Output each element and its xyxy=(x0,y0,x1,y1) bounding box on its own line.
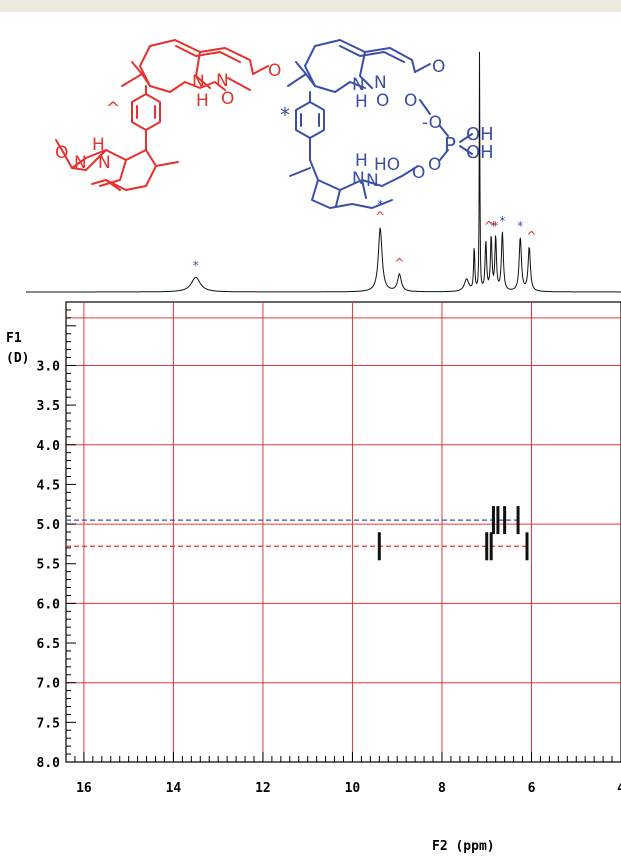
plot-frame xyxy=(65,301,621,763)
grid-lines xyxy=(66,302,621,762)
red-peak-marker: * xyxy=(493,219,499,233)
red-cross-peak xyxy=(485,532,489,561)
blue-cross-peak xyxy=(516,506,520,535)
blue-atom-n-top: N xyxy=(352,75,365,95)
x-tick-label: 8 xyxy=(438,781,446,796)
y-tick-label: 8.0 xyxy=(37,756,61,771)
blue-atom-o-ald2: O xyxy=(412,163,425,183)
x-tick-label: 6 xyxy=(528,781,536,796)
spectrum-trace xyxy=(26,51,621,293)
x-tick-label: 10 xyxy=(345,781,361,796)
blue-atom-h-bot: H xyxy=(355,151,368,171)
red-atom-o-ald: O xyxy=(268,61,281,81)
red-peak-marker: ^ xyxy=(394,256,404,270)
y-tick-label: 5.0 xyxy=(37,518,61,533)
blue-atom-n-bot: N xyxy=(352,169,365,189)
blue-atom-o-neg: -O xyxy=(422,113,442,133)
red-cross-peak xyxy=(377,532,381,561)
blue-marker-star: * xyxy=(280,103,290,127)
y-tick-label: 3.5 xyxy=(37,399,60,414)
y-axis-label-f1: F1 xyxy=(6,331,22,346)
blue-peak-marker: * xyxy=(193,258,199,272)
red-macrocycle-structure xyxy=(55,39,269,191)
red-atom-o-ald2: O xyxy=(55,143,68,163)
x-tick-label: 4 xyxy=(617,781,621,796)
y-tick-label: 7.5 xyxy=(37,716,60,731)
blue-peak-marker: * xyxy=(377,197,383,211)
blue-structure-labels: N H N O O O -O P OH OH O H N HO O N * xyxy=(280,57,494,191)
1d-spectrum: *^*^^** * *^ xyxy=(26,51,621,293)
y-tick-label: 6.0 xyxy=(37,597,61,612)
blue-atom-o-low: O xyxy=(428,155,441,175)
blue-cross-peak xyxy=(496,506,500,535)
top-strip xyxy=(0,0,621,12)
blue-peak-marker: * xyxy=(490,219,496,233)
red-atom-h-bot: H xyxy=(92,135,105,155)
blue-atom-p: P xyxy=(444,133,456,157)
x-axis-ticks: 16 14 12 10 8 6 4 xyxy=(65,752,621,796)
2d-plot: 3.0 3.5 4.0 4.5 5.0 5.5 6.0 6.5 7.0 7.5 8.0 16 14 12… xyxy=(37,301,621,796)
red-peak-marker: ^ xyxy=(375,209,385,223)
red-marker-caret: ^ xyxy=(106,99,120,119)
blue-atom-o-mid: O xyxy=(404,91,417,111)
blue-atom-h-top: H xyxy=(355,92,368,112)
y-tick-label: 4.5 xyxy=(37,478,60,493)
red-atom-h-top: H xyxy=(196,91,209,111)
blue-peak-marker: * xyxy=(499,214,505,228)
red-atom-o-right: O xyxy=(221,89,234,109)
blue-peak-marker: * xyxy=(517,219,523,233)
x-tick-label: 16 xyxy=(76,781,92,796)
red-structure-labels: N H N O O O H N N ^ xyxy=(55,61,281,173)
blue-atom-ho: HO xyxy=(374,155,400,175)
red-peak-marker: ^ xyxy=(484,219,494,233)
red-peak-marker: ^ xyxy=(526,229,536,243)
blue-macrocycle-structure xyxy=(287,39,473,209)
red-atom-n-bot2: N xyxy=(74,153,87,173)
blue-atom-o-top: O xyxy=(376,91,389,111)
y-axis-ticks: 3.0 3.5 4.0 4.5 5.0 5.5 6.0 6.5 7.0 7.5 8.0 xyxy=(37,309,76,771)
y-tick-label: 7.0 xyxy=(37,677,61,692)
red-atom-n-top2: N xyxy=(216,71,229,91)
blue-cross-peak xyxy=(491,506,495,535)
dashed-guides xyxy=(66,519,528,547)
blue-cross-peak xyxy=(503,506,507,535)
x-axis-label: F2 (ppm) xyxy=(432,839,495,854)
red-atom-n-bot: N xyxy=(98,153,111,173)
red-cross-peak xyxy=(489,532,493,561)
y-axis-label-unit: (D) xyxy=(6,351,29,366)
red-atom-n-top: N xyxy=(192,72,205,92)
x-tick-label: 12 xyxy=(255,781,271,796)
y-tick-label: 4.0 xyxy=(37,439,61,454)
y-tick-label: 3.0 xyxy=(37,359,61,374)
blue-atom-n-bot2: N xyxy=(366,171,379,191)
x-tick-label: 14 xyxy=(166,781,182,796)
cross-peaks xyxy=(377,506,529,561)
blue-atom-o-ald: O xyxy=(432,57,445,77)
red-cross-peak xyxy=(525,532,529,561)
y-tick-label: 6.5 xyxy=(37,637,60,652)
blue-atom-n-top2: N xyxy=(374,73,387,93)
y-tick-label: 5.5 xyxy=(37,558,60,573)
